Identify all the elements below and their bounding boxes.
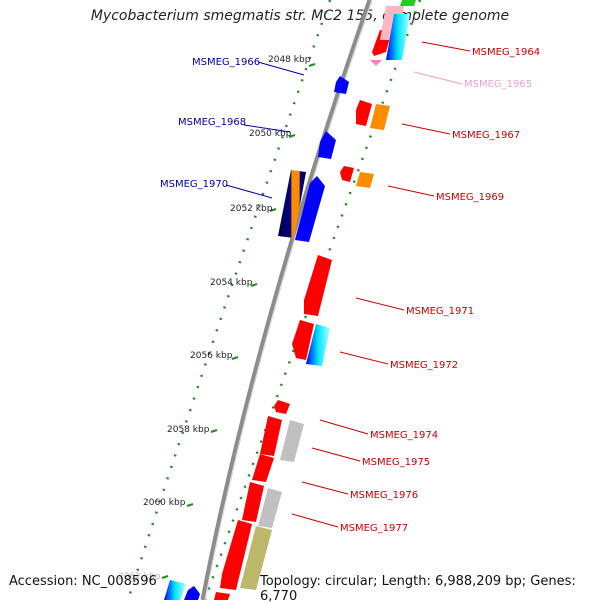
outer-tick-dots xyxy=(203,0,422,600)
gene-arrow[interactable] xyxy=(280,420,304,462)
gene-arrow[interactable] xyxy=(356,100,372,126)
gene-arrow[interactable] xyxy=(400,0,416,6)
tick-label: 2056 kbp xyxy=(190,351,233,361)
gene-arrow[interactable] xyxy=(306,324,330,366)
gene-arrow[interactable] xyxy=(240,526,272,590)
tick-labels: 2048 kbp 2050 kbp 2052 kbp 2054 kbp 2056… xyxy=(118,55,311,582)
gene-arrow[interactable] xyxy=(304,255,332,316)
gene-arrow[interactable] xyxy=(242,482,264,522)
tick-label: 2060 kbp xyxy=(143,498,186,508)
gene-arrow[interactable] xyxy=(164,580,186,600)
gene-arrow[interactable] xyxy=(258,488,282,528)
reverse-strand-genes xyxy=(164,76,349,600)
gene-arrow[interactable] xyxy=(386,14,410,60)
tick-label: 2050 kbp xyxy=(249,129,292,139)
tick-marks xyxy=(161,63,316,579)
gene-label[interactable]: MSMEG_1964 xyxy=(472,47,540,58)
tick-label: 2062 kbp xyxy=(118,572,161,582)
gene-arrow[interactable] xyxy=(340,166,354,182)
gene-arrow[interactable] xyxy=(370,60,382,66)
gene-label[interactable]: MSMEG_1976 xyxy=(350,490,418,501)
gene-labels: MSMEG_1964 MSMEG_1965 MSMEG_1966 MSMEG_1… xyxy=(160,47,540,534)
tick-label: 2052 kbp xyxy=(230,204,273,214)
gene-label[interactable]: MSMEG_1975 xyxy=(362,457,430,468)
gene-label[interactable]: MSMEG_1966 xyxy=(192,57,260,68)
inner-tick-dots xyxy=(126,0,332,600)
tick-label: 2058 kbp xyxy=(167,425,210,435)
forward-strand-genes xyxy=(214,0,416,600)
gene-arrow[interactable] xyxy=(260,416,282,456)
gene-label[interactable]: MSMEG_1974 xyxy=(370,430,438,441)
gene-arrow[interactable] xyxy=(334,76,349,94)
gene-label[interactable]: MSMEG_1968 xyxy=(178,117,246,128)
gene-arrow[interactable] xyxy=(356,172,374,188)
gene-arrow[interactable] xyxy=(318,131,336,159)
gene-label[interactable]: MSMEG_1970 xyxy=(160,179,228,190)
gene-arrow[interactable] xyxy=(370,104,390,130)
gene-label[interactable]: MSMEG_1967 xyxy=(452,130,520,141)
gene-label[interactable]: MSMEG_1972 xyxy=(390,360,458,371)
gene-arrow[interactable] xyxy=(252,454,274,482)
gene-arrow[interactable] xyxy=(295,176,325,242)
gene-arrow[interactable] xyxy=(220,520,252,590)
gene-arrow[interactable] xyxy=(274,400,290,414)
gene-arrow[interactable] xyxy=(278,170,306,238)
gene-label[interactable]: MSMEG_1969 xyxy=(436,192,504,203)
gene-arrow[interactable] xyxy=(184,586,200,600)
accession-text: Accession: NC_008596 xyxy=(9,574,157,589)
tick-label: 2048 kbp xyxy=(268,55,311,65)
gene-label[interactable]: MSMEG_1971 xyxy=(406,306,474,317)
gene-label[interactable]: MSMEG_1977 xyxy=(340,523,408,534)
gene-arrow[interactable] xyxy=(214,592,230,600)
tick-label: 2054 kbp xyxy=(210,278,253,288)
callout-lines xyxy=(225,41,471,528)
gene-label[interactable]: MSMEG_1965 xyxy=(464,79,532,90)
gene-arrow[interactable] xyxy=(292,320,314,360)
